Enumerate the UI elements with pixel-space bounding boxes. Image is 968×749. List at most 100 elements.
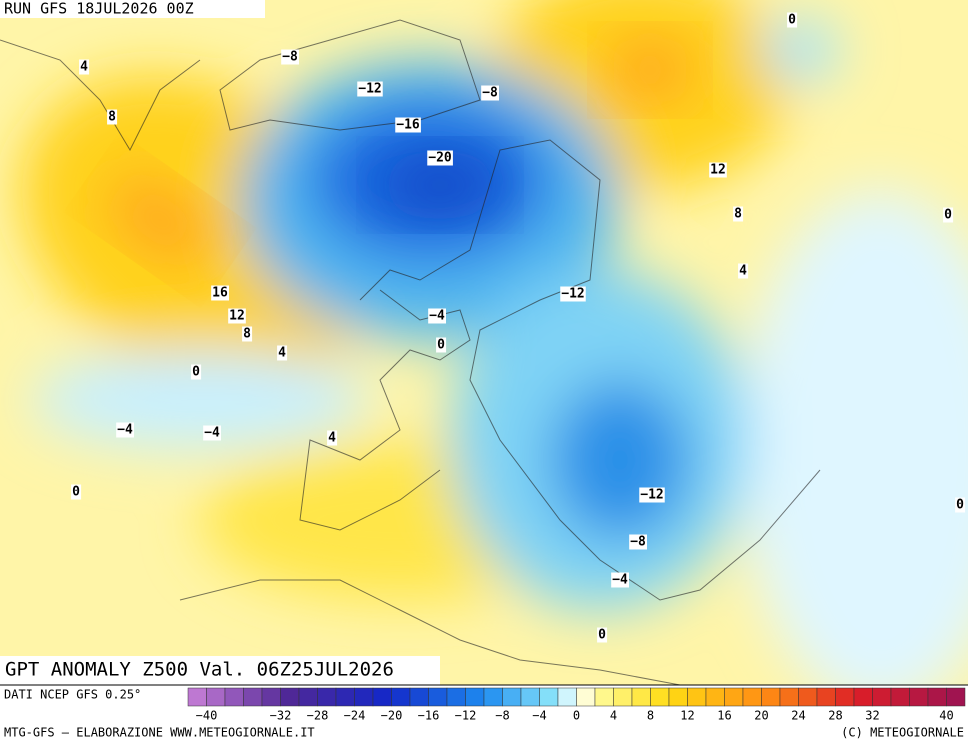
- contour-label: 12: [229, 309, 245, 324]
- colorbar-swatch: [687, 687, 707, 707]
- contour-label: 8: [108, 110, 116, 125]
- contour-label-box: [395, 117, 421, 133]
- contour-label: 4: [328, 431, 336, 446]
- colorbar-tick-label: −16: [418, 709, 440, 723]
- colorbar-swatch: [335, 687, 355, 707]
- contour-label: −8: [282, 50, 298, 65]
- contour-label: −12: [561, 287, 584, 302]
- colorbar-swatch: [187, 687, 207, 707]
- contour-label-box: [277, 345, 288, 361]
- colorbar-swatch: [835, 687, 855, 707]
- contour-label-box: [955, 497, 966, 513]
- colorbar-swatch: [668, 687, 688, 707]
- colorbar-swatch: [798, 687, 818, 707]
- contour-label-box: [116, 422, 134, 438]
- colorbar-swatch: [372, 687, 392, 707]
- colorbar-swatch: [502, 687, 522, 707]
- contour-label: −8: [630, 535, 646, 550]
- colorbar-swatch: [317, 687, 337, 707]
- contour-label-box: [242, 326, 253, 342]
- colorbar-swatch: [779, 687, 799, 707]
- contour-label: 0: [192, 365, 200, 380]
- colorbar-swatch: [298, 687, 318, 707]
- colorbar-swatch: [520, 687, 540, 707]
- contour-label: 4: [80, 60, 88, 75]
- colorbar-tick-label: 8: [647, 709, 654, 723]
- colorbar-swatch: [280, 687, 300, 707]
- colorbar-swatch: [428, 687, 448, 707]
- contour-label: −16: [396, 118, 420, 133]
- contour-label-box: [733, 206, 744, 222]
- contour-label: −12: [640, 488, 663, 503]
- contour-label: −4: [117, 423, 133, 438]
- contour-label: 12: [710, 163, 726, 178]
- contour-label: 4: [739, 264, 747, 279]
- colorbar-swatch: [650, 687, 670, 707]
- colorbar-tick-label: 28: [828, 709, 842, 723]
- colorbar-swatch: [853, 687, 873, 707]
- contour-label-box: [709, 162, 727, 178]
- colorbar-swatch: [890, 687, 910, 707]
- contour-label-box: [611, 572, 629, 588]
- colorbar-swatch: [206, 687, 226, 707]
- map-field: [0, 0, 968, 685]
- contour-label: 4: [278, 346, 286, 361]
- contour-label: −8: [482, 86, 498, 101]
- contour-label-box: [427, 150, 453, 166]
- contour-label-box: [629, 534, 647, 550]
- colorbar-swatch: [613, 687, 633, 707]
- contour-label-box: [597, 627, 608, 643]
- contour-label: −12: [358, 82, 381, 97]
- footer-left: MTG-GFS — ELABORAZIONE WWW.METEOGIORNALE…: [4, 726, 315, 740]
- colorbar: −40 −32 −28 −24 −20 −16 −12 −8 −4 0 4 8 12 16 20 24 28 32…: [187, 687, 966, 723]
- contour-label-box: [560, 286, 586, 302]
- contour-label-box: [327, 430, 338, 446]
- title-box: [0, 656, 440, 685]
- colorbar-tick-label: −24: [344, 709, 366, 723]
- contour-label-box: [436, 337, 447, 353]
- colorbar-swatch: [243, 687, 263, 707]
- colorbar-tick-label: 16: [717, 709, 731, 723]
- contour-label-box: [107, 109, 118, 125]
- contour-label-box: [428, 308, 446, 324]
- colorbar-swatch: [742, 687, 762, 707]
- colorbar-tick-label: 0: [573, 709, 580, 723]
- colorbar-swatch: [631, 687, 651, 707]
- colorbar-swatch: [576, 687, 596, 707]
- colorbar-tick-label: 32: [865, 709, 879, 723]
- contour-label-box: [79, 59, 90, 75]
- contour-label: −20: [428, 151, 452, 166]
- colorbar-swatch: [816, 687, 836, 707]
- colorbar-swatch: [557, 687, 577, 707]
- colorbar-swatch: [539, 687, 559, 707]
- colorbar-swatch: [927, 687, 947, 707]
- colorbar-swatch: [761, 687, 781, 707]
- contour-label: −4: [204, 426, 220, 441]
- colorbar-swatch: [446, 687, 466, 707]
- contour-label-box: [228, 308, 246, 324]
- colorbar-swatch: [465, 687, 485, 707]
- contour-label: −4: [612, 573, 628, 588]
- colorbar-swatch: [483, 687, 503, 707]
- colorbar-tick-label: −20: [381, 709, 403, 723]
- contour-label-box: [281, 49, 299, 65]
- contour-label: 0: [598, 628, 606, 643]
- colorbar-swatch: [909, 687, 929, 707]
- run-label: RUN GFS 18JUL2026 00Z: [4, 0, 194, 18]
- colorbar-tick-label: −40: [196, 709, 218, 723]
- contour-label: 0: [956, 498, 964, 513]
- contour-label: 8: [734, 207, 742, 222]
- run-box: [0, 0, 265, 18]
- colorbar-tick-label: 4: [610, 709, 617, 723]
- footer-right: (C) METEOGIORNALE: [841, 726, 964, 740]
- colorbar-swatch: [872, 687, 892, 707]
- contour-label-box: [211, 285, 229, 301]
- contour-label-box: [203, 425, 221, 441]
- colorbar-swatch: [724, 687, 744, 707]
- colorbar-swatch: [224, 687, 244, 707]
- colorbar-swatch: [409, 687, 429, 707]
- colorbar-tick-label: 24: [791, 709, 805, 723]
- colorbar-tick-label: 12: [680, 709, 694, 723]
